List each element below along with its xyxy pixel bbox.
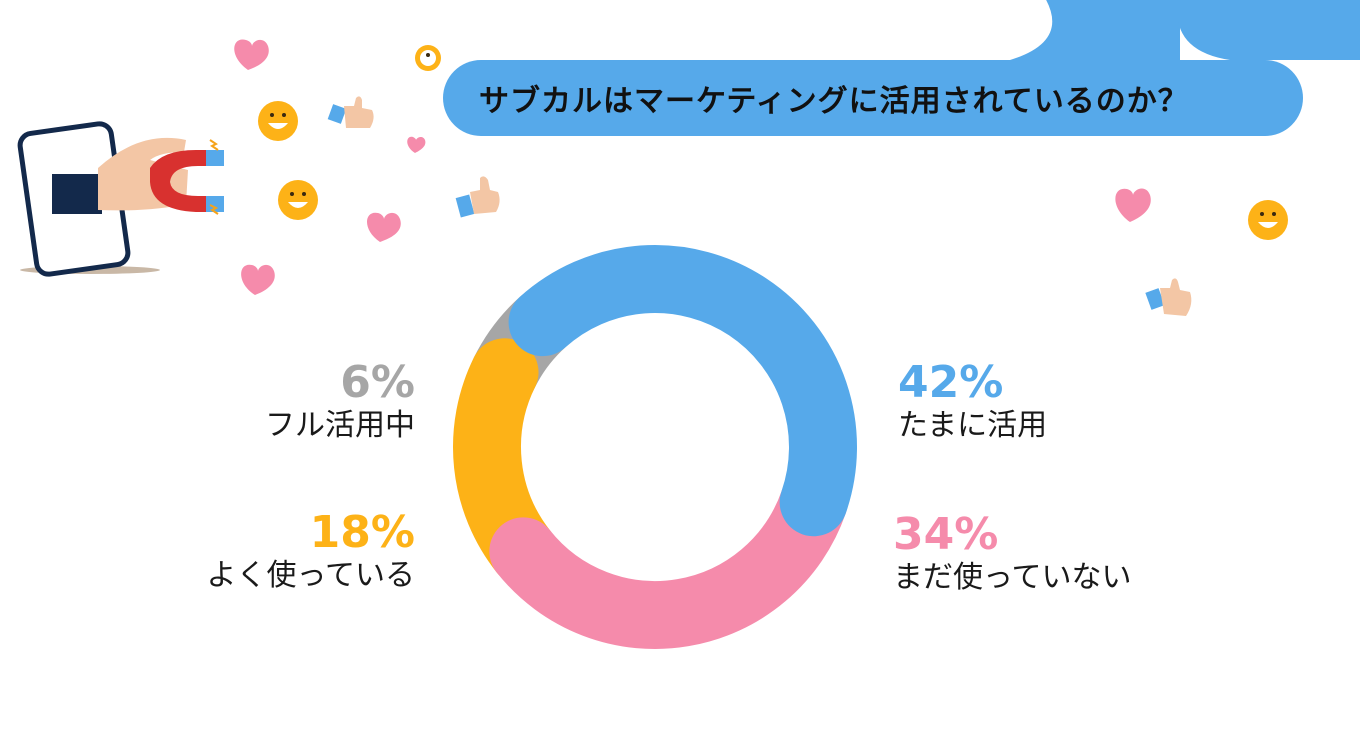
value-label: 6% bbox=[340, 357, 415, 408]
title-banner: サブカルはマーケティングに活用されているのか？ bbox=[443, 60, 1303, 136]
smiley-icon bbox=[258, 45, 1288, 240]
value-label: 34% bbox=[893, 509, 999, 560]
category-label: まだ使っていない bbox=[893, 560, 1132, 595]
label-full-use: 6% フル活用中 bbox=[265, 358, 415, 444]
label-occasionally: 42% たまに活用 bbox=[898, 358, 1047, 444]
donut-slice-1 bbox=[489, 468, 848, 649]
category-label: たまに活用 bbox=[898, 408, 1048, 443]
heart-icon bbox=[234, 39, 1151, 295]
value-label: 18% bbox=[309, 507, 415, 558]
value-label: 42% bbox=[898, 357, 1004, 408]
donut-chart bbox=[453, 245, 857, 649]
page-title: サブカルはマーケティングに活用されているのか？ bbox=[479, 84, 1189, 119]
category-label: よく使っている bbox=[206, 558, 416, 593]
label-not-yet: 34% まだ使っていない bbox=[893, 510, 1132, 596]
thumbs-up-icon bbox=[327, 96, 1192, 316]
donut-slice-0 bbox=[508, 245, 857, 537]
top-blue-shape-right bbox=[1177, 0, 1360, 60]
category-label: フル活用中 bbox=[265, 408, 415, 443]
smartphone-magnet-icon bbox=[17, 121, 224, 277]
label-often: 18% よく使っている bbox=[207, 508, 416, 594]
top-blue-shape bbox=[1010, 0, 1180, 60]
